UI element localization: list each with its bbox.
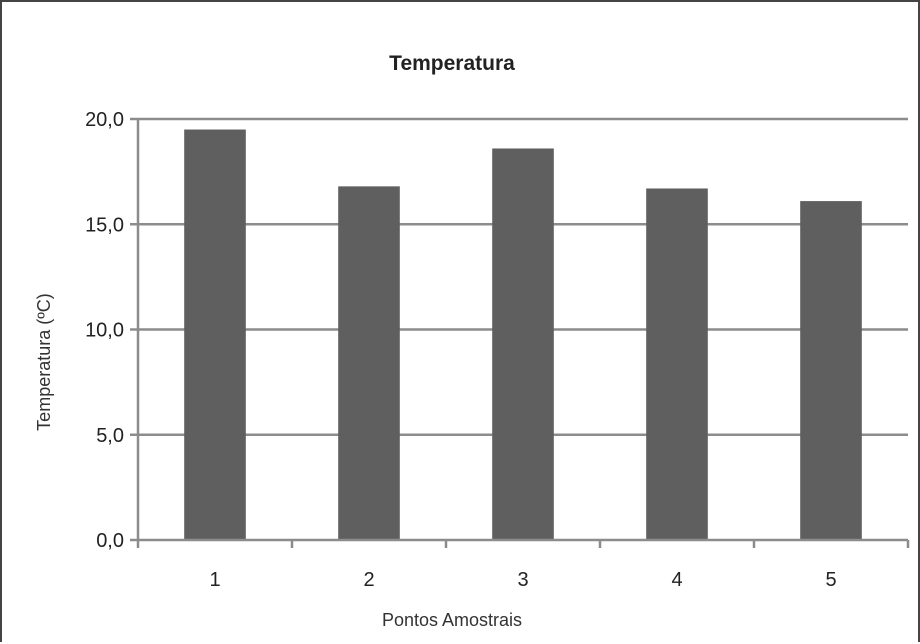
bar-5	[800, 201, 862, 540]
x-tick-labels: 1 2 3 4 5	[209, 569, 836, 591]
x-tick-label: 2	[363, 569, 374, 591]
x-tick-label: 1	[209, 569, 220, 591]
y-axis-title: Temperatura (ºC)	[34, 293, 54, 431]
x-axis-title: Pontos Amostrais	[382, 610, 522, 630]
y-tick-label: 0,0	[96, 530, 124, 552]
chart-title: Temperatura	[389, 52, 515, 75]
x-tick-label: 3	[517, 569, 528, 591]
bar-3	[492, 148, 554, 540]
bar-1	[184, 129, 246, 540]
bars	[184, 129, 862, 541]
y-tick-label: 10,0	[85, 320, 124, 342]
y-tick-labels: 0,0 5,0 10,0 15,0 20,0	[85, 109, 124, 552]
y-tick-label: 5,0	[96, 425, 124, 447]
y-tick-label: 15,0	[85, 214, 124, 236]
y-tick-label: 20,0	[85, 109, 124, 131]
x-tick-label: 4	[671, 569, 682, 591]
bar-4	[646, 188, 708, 540]
x-tick-label: 5	[825, 569, 836, 591]
bar-2	[338, 186, 400, 541]
axes	[130, 117, 910, 548]
